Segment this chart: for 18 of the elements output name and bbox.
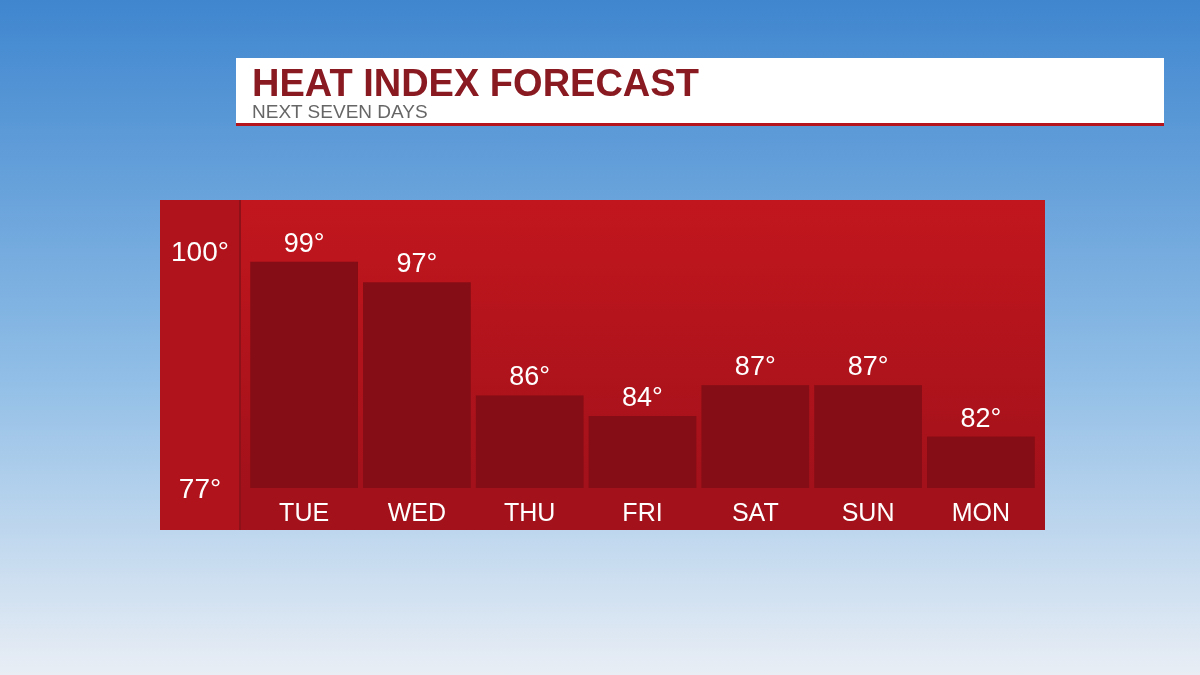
x-tick-label: TUE bbox=[279, 498, 330, 526]
x-tick-label: SUN bbox=[841, 498, 895, 526]
x-tick-label: WED bbox=[387, 498, 447, 526]
data-label: 86° bbox=[509, 361, 551, 392]
chart-title: HEAT INDEX FORECAST bbox=[252, 62, 699, 104]
x-tick-label: MON bbox=[951, 498, 1011, 526]
data-label: 99° bbox=[283, 227, 325, 258]
chart-subtitle: NEXT SEVEN DAYS bbox=[252, 101, 428, 122]
x-tick-label: SAT bbox=[731, 498, 779, 526]
y-tick-label: 77° bbox=[178, 472, 222, 504]
data-label: 82° bbox=[960, 402, 1002, 433]
y-tick-label: 100° bbox=[171, 235, 229, 267]
x-tick-label: THU bbox=[504, 498, 556, 526]
data-label: 97° bbox=[396, 248, 438, 279]
data-label: 87° bbox=[734, 351, 776, 382]
data-label: 84° bbox=[622, 382, 663, 412]
x-tick-label: FRI bbox=[622, 498, 663, 526]
data-label: 87° bbox=[847, 351, 889, 382]
